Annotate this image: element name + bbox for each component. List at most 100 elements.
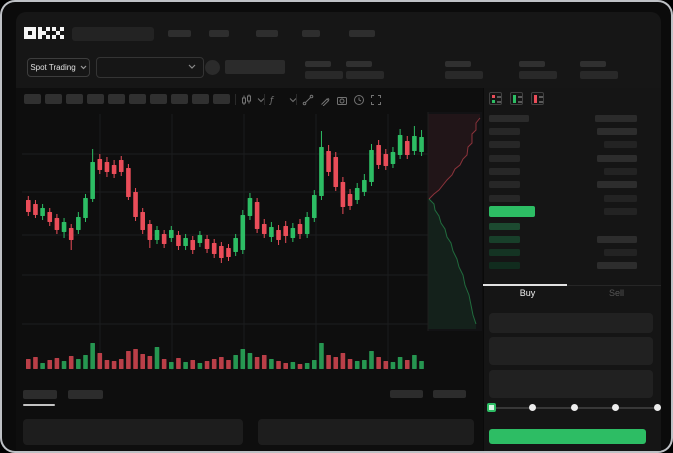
buy-submit-button[interactable]	[489, 429, 646, 444]
volume-bar	[290, 362, 296, 369]
timeframe-button[interactable]	[171, 94, 188, 104]
ask-price-placeholder[interactable]	[489, 128, 520, 135]
timeframe-button[interactable]	[108, 94, 125, 104]
pair-selector-dropdown[interactable]	[96, 57, 204, 78]
candle-body	[297, 224, 303, 234]
orderbook-asks-icon[interactable]	[531, 92, 544, 105]
nav-item-placeholder[interactable]	[302, 30, 320, 37]
orderbook-bids-icon[interactable]	[510, 92, 523, 105]
search-input[interactable]	[72, 27, 154, 41]
volume-bar	[283, 363, 288, 369]
market-type-dropdown[interactable]: Spot Trading	[27, 58, 90, 77]
toolbar-separator	[235, 94, 236, 105]
stat-label-placeholder	[519, 61, 545, 67]
bid-price-placeholder[interactable]	[489, 223, 520, 230]
ask-amount-placeholder[interactable]	[597, 155, 637, 162]
candle-body	[269, 227, 274, 237]
candle-body	[204, 239, 210, 249]
last-price-highlight[interactable]	[489, 206, 535, 217]
chevron-down-icon[interactable]	[255, 93, 267, 105]
bid-price-placeholder[interactable]	[489, 262, 520, 269]
candle-body	[90, 162, 95, 199]
ask-amount-placeholder[interactable]	[597, 128, 637, 135]
nav-item-placeholder[interactable]	[168, 30, 191, 37]
candle-body	[412, 136, 417, 151]
volume-bar	[404, 360, 410, 369]
ask-amount-placeholder[interactable]	[604, 168, 637, 175]
trendline-icon[interactable]	[302, 93, 314, 106]
timeframe-button[interactable]	[213, 94, 230, 104]
chevron-down-icon[interactable]	[287, 93, 299, 105]
ask-amount-placeholder[interactable]	[597, 181, 637, 188]
candle-style-icon[interactable]	[240, 93, 252, 105]
chevron-down-icon	[188, 63, 196, 72]
ask-price-placeholder[interactable]	[489, 168, 520, 175]
nav-item-placeholder[interactable]	[349, 30, 375, 37]
candlestick-chart[interactable]	[18, 112, 484, 374]
slider-stop-dot[interactable]	[570, 404, 578, 411]
orders-tab-placeholder[interactable]	[23, 390, 57, 399]
volume-bar	[297, 364, 303, 369]
volume-bar	[33, 357, 38, 369]
bid-price-placeholder[interactable]	[489, 249, 520, 256]
timeframe-button[interactable]	[150, 94, 167, 104]
total-input[interactable]	[489, 370, 653, 398]
volume-bar	[419, 361, 424, 369]
slider-stop-dot[interactable]	[612, 404, 619, 411]
bottom-action-placeholder[interactable]	[390, 390, 423, 398]
history-clock-icon[interactable]	[353, 93, 365, 105]
timeframe-button[interactable]	[129, 94, 146, 104]
coin-avatar	[205, 60, 220, 75]
bid-price-placeholder[interactable]	[489, 236, 520, 243]
candle-body	[140, 212, 145, 230]
history-tab-placeholder[interactable]	[68, 390, 103, 399]
timeframe-button[interactable]	[24, 94, 41, 104]
volume-bar	[390, 362, 396, 369]
stat-label-placeholder	[445, 61, 471, 67]
ask-amount-placeholder[interactable]	[604, 141, 637, 148]
candle-body	[419, 137, 424, 152]
chevron-down-icon	[80, 63, 87, 72]
timeframe-button[interactable]	[66, 94, 83, 104]
timeframe-button[interactable]	[87, 94, 104, 104]
volume-bar	[376, 357, 381, 369]
fullscreen-icon[interactable]	[370, 93, 382, 105]
okx-logo[interactable]	[24, 27, 64, 39]
candle-body	[347, 194, 353, 206]
volume-bar	[412, 355, 417, 369]
ask-price-placeholder[interactable]	[489, 181, 520, 188]
slider-handle[interactable]	[486, 403, 496, 412]
timeframe-button[interactable]	[192, 94, 209, 104]
ask-price-placeholder[interactable]	[489, 141, 520, 148]
amount-input[interactable]	[489, 337, 653, 365]
volume-bar	[176, 358, 181, 369]
camera-icon[interactable]	[336, 93, 348, 105]
candle-body	[333, 157, 339, 187]
stat-label-placeholder	[305, 61, 331, 67]
bottom-action-placeholder[interactable]	[433, 390, 466, 398]
timeframe-button[interactable]	[45, 94, 62, 104]
bid-amount-placeholder[interactable]	[597, 262, 637, 269]
candle-body	[154, 230, 160, 240]
last-price-amount-placeholder	[604, 208, 637, 215]
ask-price-placeholder[interactable]	[489, 195, 520, 202]
tab-buy[interactable]: Buy	[519, 288, 536, 298]
candle-body	[211, 243, 217, 254]
bid-amount-placeholder[interactable]	[604, 249, 637, 256]
indicators-fx-icon[interactable]: ƒ	[268, 93, 281, 106]
price-input[interactable]	[489, 313, 653, 333]
balance-panel-placeholder	[258, 419, 474, 445]
volume-bar	[233, 355, 238, 369]
nav-item-placeholder[interactable]	[209, 30, 229, 37]
ask-amount-placeholder[interactable]	[604, 195, 637, 202]
volume-bar	[90, 343, 95, 369]
ask-price-placeholder[interactable]	[489, 155, 520, 162]
tab-sell[interactable]: Sell	[608, 288, 624, 298]
volume-bar	[276, 361, 281, 369]
nav-item-placeholder[interactable]	[256, 30, 278, 37]
brush-icon[interactable]	[319, 93, 331, 107]
bid-amount-placeholder[interactable]	[597, 236, 637, 243]
orderbook-both-icon[interactable]	[489, 92, 502, 105]
slider-stop-dot[interactable]	[653, 404, 661, 411]
slider-stop-dot[interactable]	[529, 404, 536, 411]
